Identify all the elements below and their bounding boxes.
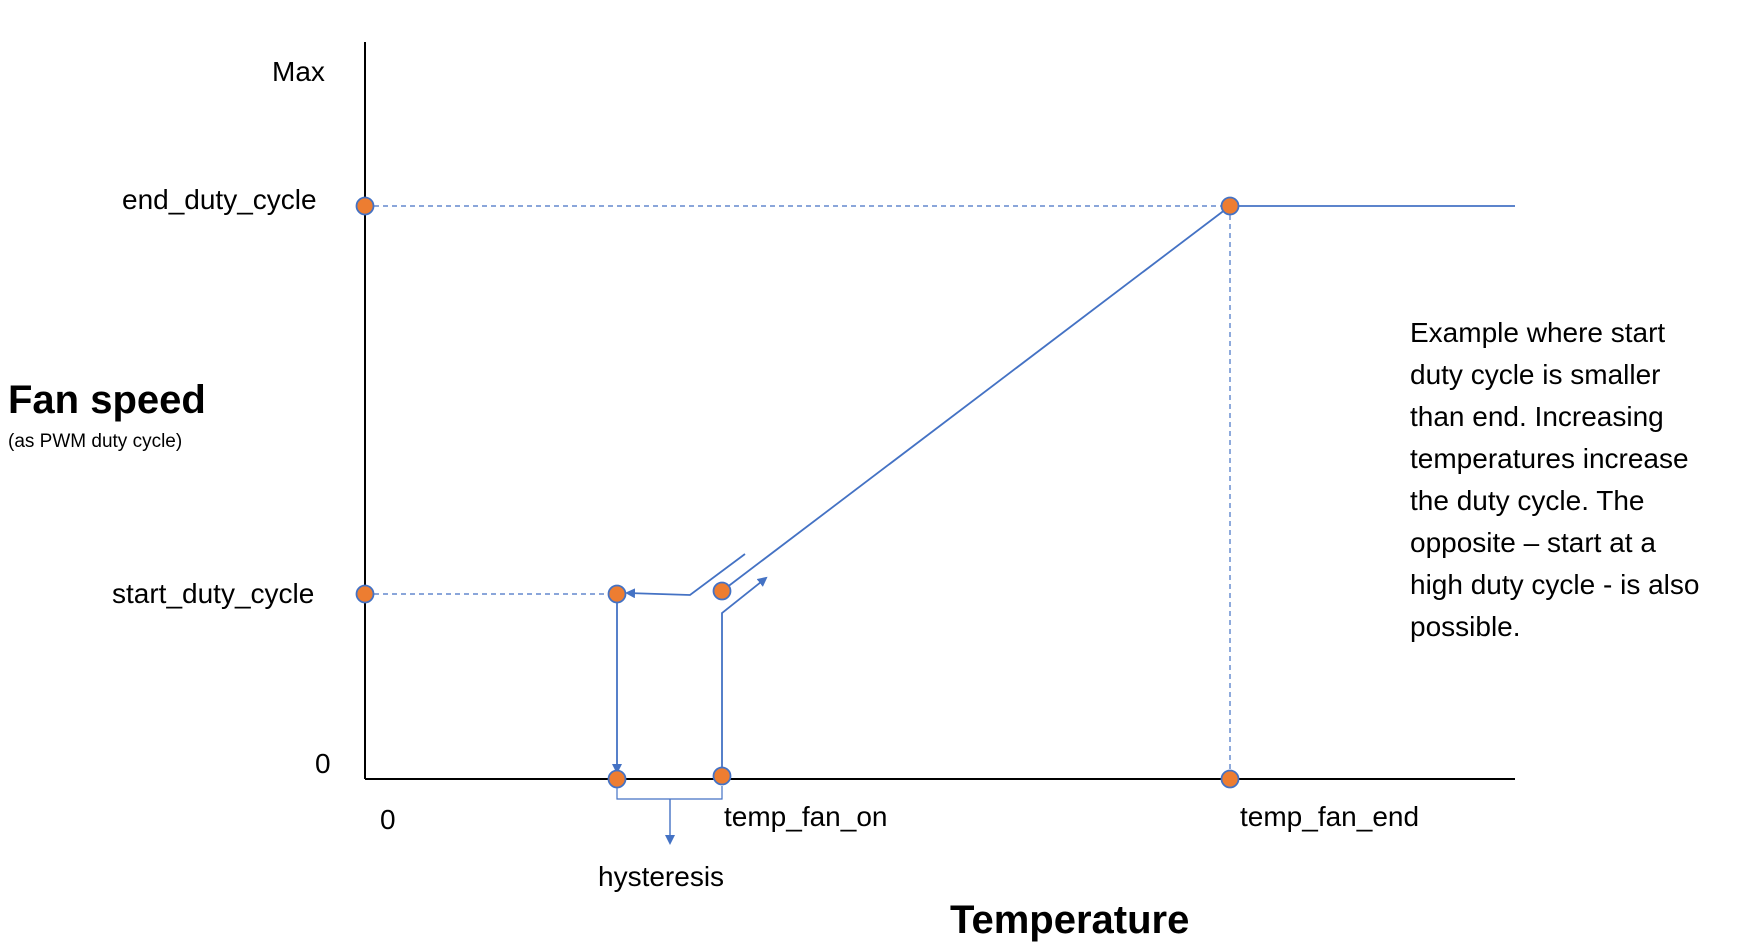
- fan-off-duty-point: [607, 584, 627, 604]
- y-tick-max: Max: [272, 56, 325, 87]
- x-tick-temp-fan-on: temp_fan_on: [724, 801, 888, 832]
- note-line: Example where start: [1410, 317, 1666, 348]
- y-axis-subtitle: (as PWM duty cycle): [8, 431, 183, 452]
- note-line: temperatures increase: [1410, 443, 1689, 474]
- explanation-note: Example where start duty cycle is smalle…: [1410, 312, 1699, 648]
- note-line: high duty cycle - is also: [1410, 569, 1700, 600]
- hysteresis-label: hysteresis: [598, 861, 725, 892]
- note-line: possible.: [1410, 611, 1521, 642]
- x-axis-title: Temperature: [950, 898, 1190, 942]
- points: [355, 196, 1240, 789]
- start-duty-cycle-point: [355, 584, 375, 604]
- note-line: the duty cycle. The: [1410, 485, 1645, 516]
- fan-on-duty-point: [712, 581, 732, 601]
- x-tick-zero: 0: [380, 804, 396, 835]
- fan-on-rising-arrow: [721, 576, 768, 776]
- end-duty-cycle-point: [355, 196, 375, 216]
- note-line: than end. Increasing: [1410, 401, 1664, 432]
- note-line: opposite – start at a: [1410, 527, 1656, 558]
- y-tick-start-duty-cycle: start_duty_cycle: [112, 578, 315, 609]
- y-tick-end-duty-cycle: end_duty_cycle: [122, 184, 317, 215]
- y-tick-zero: 0: [315, 748, 331, 779]
- fan-end-point: [1220, 769, 1240, 789]
- x-tick-temp-fan-end: temp_fan_end: [1240, 801, 1420, 832]
- note-line: duty cycle is smaller: [1410, 359, 1661, 390]
- fan-on-point: [712, 766, 732, 786]
- y-axis-title: Fan speed: [8, 378, 206, 422]
- max-duty-point: [1220, 196, 1240, 216]
- ramp-line: [721, 205, 1231, 592]
- fan-off-return-arrow: [625, 553, 746, 599]
- hysteresis-bracket: [616, 786, 723, 800]
- fan-off-point: [607, 769, 627, 789]
